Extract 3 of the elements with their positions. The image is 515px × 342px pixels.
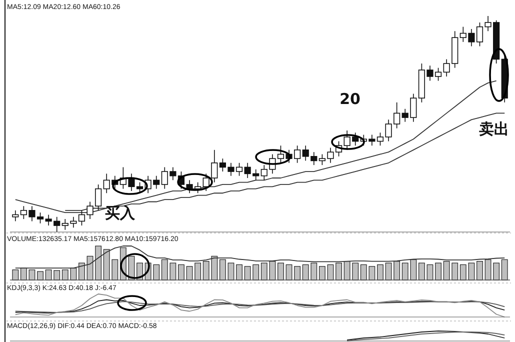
annotation: 买入 xyxy=(105,204,136,222)
annotation: 20 xyxy=(340,90,360,108)
annotation: 卖出 xyxy=(479,120,509,138)
